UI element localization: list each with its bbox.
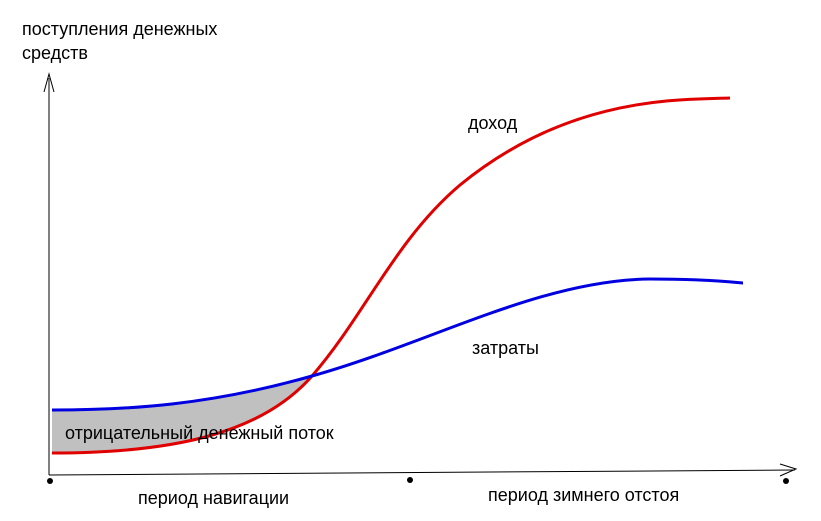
period-start-dot	[47, 478, 53, 484]
y-axis-arrow	[43, 72, 55, 93]
costs-label: затраты	[472, 338, 539, 358]
income-label: доход	[468, 113, 518, 133]
period-end-dot	[783, 478, 789, 484]
costs-curve	[51, 277, 744, 412]
negative-cash-flow-region	[52, 376, 312, 453]
winter-period-label: период зимнего отстоя	[488, 485, 679, 505]
y-axis-label-line1: поступления денежных	[22, 19, 217, 39]
negative-cash-flow-label: отрицательный денежный поток	[65, 423, 334, 443]
navigation-period-label: период навигации	[138, 488, 289, 508]
income-curve	[51, 96, 731, 455]
y-axis-label-line2: средств	[22, 43, 88, 63]
x-axis-arrow	[779, 463, 798, 477]
period-boundary-dot	[407, 477, 413, 483]
x-axis	[48, 469, 796, 476]
